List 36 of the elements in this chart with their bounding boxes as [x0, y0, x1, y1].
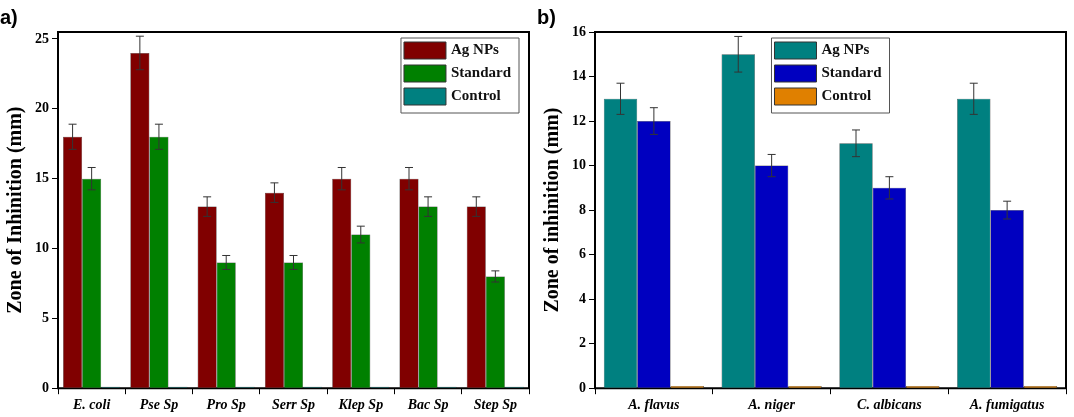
chart-title: a)	[0, 5, 18, 28]
x-tick-label: C. albicans	[857, 397, 923, 413]
y-tick-label: 25	[35, 30, 49, 46]
y-tick-label: 2	[579, 335, 586, 351]
y-tick-label: 12	[572, 112, 586, 128]
x-tick-label: Step Sp	[473, 397, 517, 413]
y-tick-label: 20	[35, 100, 49, 116]
x-tick-label: Pse Sp	[139, 397, 179, 413]
y-tick-label: 0	[579, 379, 586, 395]
x-tick-label: E. coli	[71, 397, 111, 413]
legend-label: Ag NPs	[821, 41, 870, 58]
x-tick-label: A. flavus	[627, 397, 681, 413]
y-axis-title: Zone of Inhinition (mm)	[3, 106, 27, 314]
x-tick-label: Serr Sp	[271, 397, 316, 413]
legend-label: Standard	[450, 64, 512, 81]
chart-title: b)	[537, 5, 556, 28]
y-tick-label: 10	[35, 240, 49, 256]
y-tick-label: 8	[579, 201, 586, 217]
legend-label: Standard	[821, 64, 883, 81]
x-tick-label: Klep Sp	[337, 397, 384, 413]
x-tick-label: A. niger	[747, 397, 796, 413]
legend-label: Control	[450, 87, 501, 104]
y-tick-label: 10	[572, 157, 586, 173]
x-tick-label: Bac Sp	[406, 397, 449, 413]
y-tick-label: 14	[572, 68, 586, 84]
y-tick-label: 4	[579, 290, 586, 306]
y-axis-title: Zone of inhinition (mm)	[540, 107, 564, 313]
y-tick-label: 15	[35, 170, 49, 186]
y-tick-label: 0	[42, 379, 49, 395]
legend-label: Ag NPs	[450, 41, 500, 58]
legend-label: Control	[821, 87, 872, 104]
x-tick-label: Pro Sp	[206, 397, 246, 413]
x-tick-label: A. fumigatus	[968, 397, 1046, 413]
y-tick-label: 5	[42, 309, 49, 325]
y-tick-label: 16	[572, 23, 586, 39]
y-tick-label: 6	[579, 246, 586, 262]
